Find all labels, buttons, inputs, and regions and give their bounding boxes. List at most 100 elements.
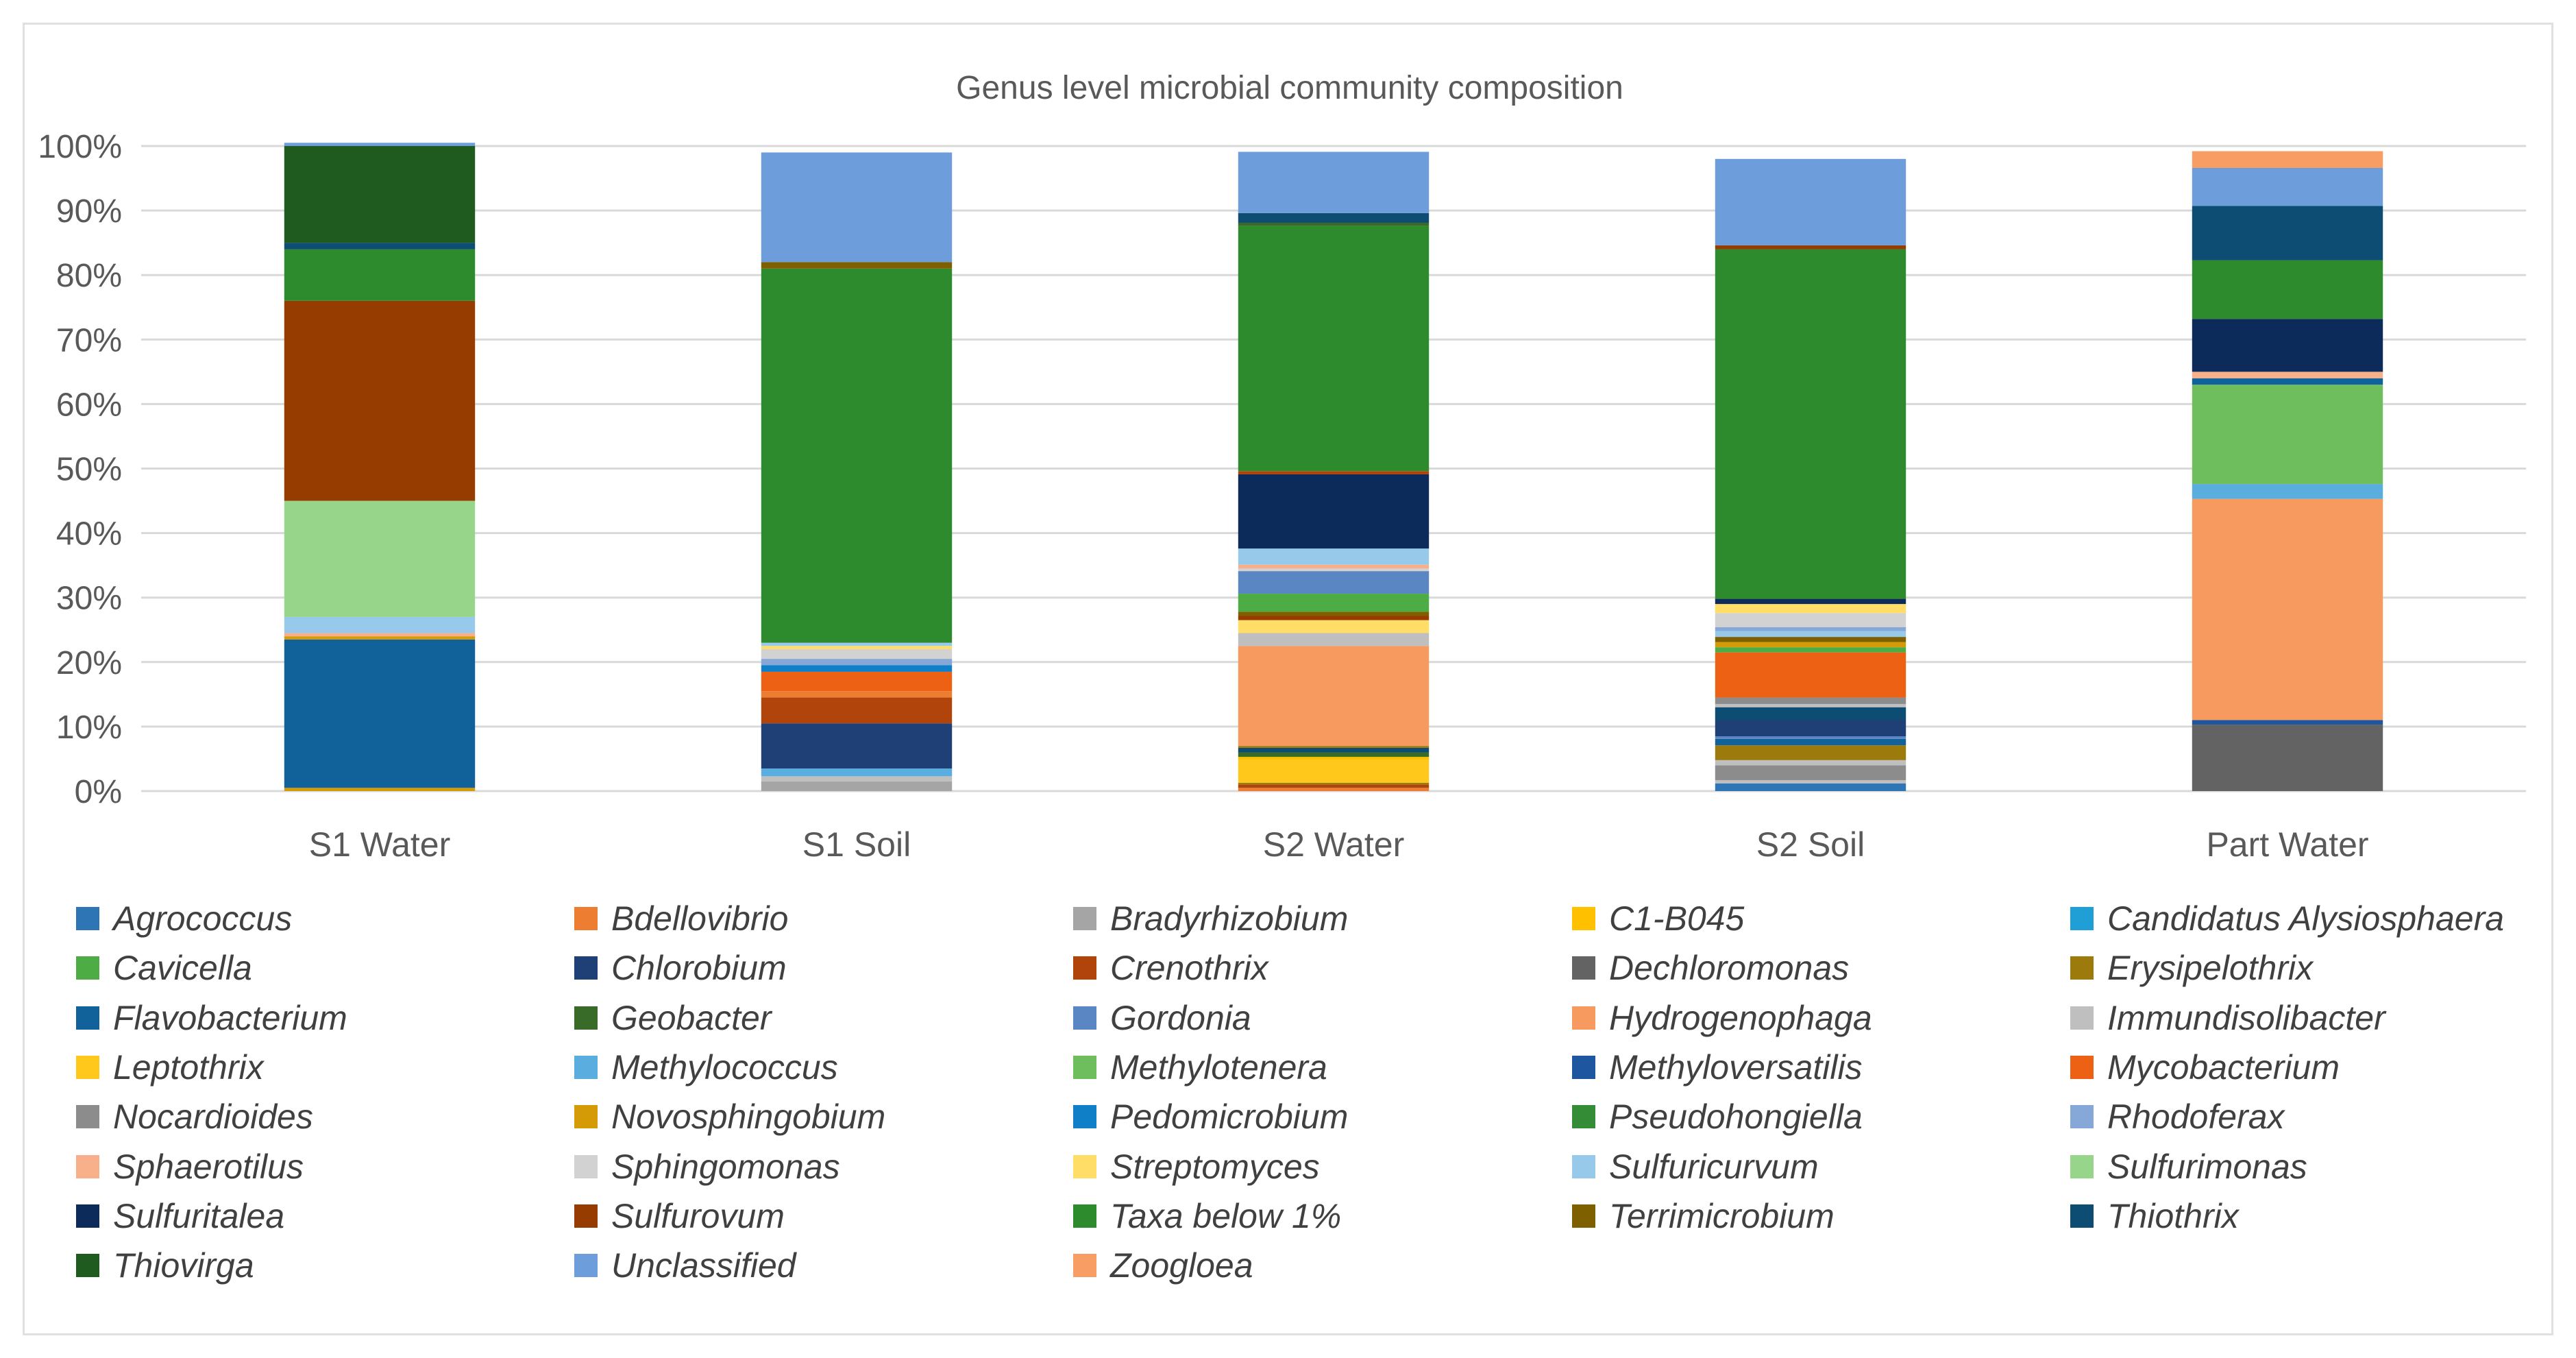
legend-swatch (1073, 907, 1096, 930)
legend-item: Pedomicrobium (1073, 1096, 1348, 1137)
bar-segment (761, 768, 953, 777)
bar-segment (1238, 747, 1430, 753)
legend-swatch (1572, 1154, 1595, 1178)
legend-swatch (76, 1105, 99, 1129)
legend-swatch (2070, 1204, 2094, 1228)
chart-frame: Genus level microbial community composit… (23, 23, 2553, 1335)
legend-swatch (76, 1204, 99, 1228)
legend-label: Pedomicrobium (1110, 1098, 1349, 1137)
legend-item: Hydrogenophaga (1572, 997, 1872, 1039)
bar-segment (2192, 498, 2383, 720)
bar-segment (1715, 738, 1906, 746)
legend-item: Bradyrhizobium (1073, 898, 1348, 939)
y-tick-label: 10% (56, 710, 122, 746)
bar-segment (1238, 471, 1430, 474)
legend-swatch (574, 956, 598, 980)
chart-title: Genus level microbial community composit… (956, 70, 1623, 106)
legend-item: Sulfuricurvum (1572, 1146, 1819, 1187)
bar-segment (2192, 167, 2383, 206)
legend-label: Dechloromonas (1609, 949, 1850, 988)
legend-label: Methylotenera (1110, 1047, 1327, 1087)
bar-stack (1238, 151, 1430, 791)
legend-label: Novosphingobium (611, 1098, 886, 1137)
legend-item: Flavobacterium (76, 997, 347, 1039)
bar-segment (761, 697, 953, 724)
bar-segment (1238, 564, 1430, 569)
bar-segment (1238, 620, 1430, 633)
y-tick-label: 80% (56, 258, 122, 294)
bar-segment (1715, 707, 1906, 720)
bar-segment (1238, 752, 1430, 757)
bar-segment (761, 723, 953, 769)
legend-item: Pseudohongiella (1572, 1096, 1863, 1137)
bar-segment (1238, 616, 1430, 620)
bar-segment (761, 659, 953, 666)
legend-swatch (2070, 956, 2094, 980)
legend-swatch (574, 1055, 598, 1079)
bar-segment (2192, 206, 2383, 260)
bar-segment (1715, 647, 1906, 653)
x-axis-ticks: S1 Water S1 Soil S2 Water S2 Soil Part Water (309, 825, 2369, 864)
legend-item: Zoogloea (1073, 1245, 1253, 1286)
legend-swatch (2070, 1006, 2094, 1030)
legend-item: Bdellovibrio (574, 898, 788, 939)
bar-segment (1715, 783, 1906, 791)
legend-swatch (574, 1254, 598, 1278)
bar-segment (2192, 385, 2383, 485)
bar-segment (284, 500, 476, 617)
bar-segment (1715, 631, 1906, 638)
legend-item: Agrococcus (76, 898, 292, 939)
legend-label: Mycobacterium (2107, 1047, 2340, 1087)
bar-segment (1715, 249, 1906, 599)
bar-segment (1238, 571, 1430, 594)
bar-stack (2192, 151, 2383, 791)
legend-label: Sulfurimonas (2107, 1147, 2307, 1186)
legend-label: Pseudohongiella (1609, 1098, 1863, 1137)
legend-swatch (574, 1006, 598, 1030)
legend-swatch (1073, 1105, 1096, 1129)
bar-segment (1715, 720, 1906, 737)
bar-segment (1238, 788, 1430, 791)
legend-swatch (1572, 1055, 1595, 1079)
legend-item: Leptothrix (76, 1047, 264, 1088)
bar-segment (2192, 484, 2383, 499)
legend-swatch (1572, 1204, 1595, 1228)
bar-segment (1238, 151, 1430, 213)
legend-label: Erysipelothrix (2107, 949, 2314, 988)
legend-item: Terrimicrobium (1572, 1196, 1835, 1237)
legend-swatch (2070, 1055, 2094, 1079)
legend-label: Sulfurovum (611, 1196, 785, 1235)
legend-label: Streptomyces (1110, 1147, 1320, 1186)
legend-item: Nocardioides (76, 1096, 313, 1137)
bar-segment (1238, 222, 1430, 226)
legend-label: Chlorobium (611, 949, 787, 988)
bar-segment (761, 781, 953, 791)
bar-stack (284, 143, 476, 791)
bar-segment (1715, 736, 1906, 739)
bar-segment (1238, 746, 1430, 748)
bar-segment (284, 143, 476, 146)
legend-label: Cavicella (113, 949, 252, 988)
legend-label: Nocardioides (113, 1098, 313, 1137)
legend-item: Unclassified (574, 1245, 796, 1286)
legend-swatch (76, 956, 99, 980)
legend-swatch (1572, 956, 1595, 980)
legend-swatch (574, 907, 598, 930)
bar-segment (284, 300, 476, 501)
legend-item: Dechloromonas (1572, 947, 1849, 989)
legend-swatch (1073, 1154, 1096, 1178)
y-tick-label: 20% (56, 645, 122, 681)
legend-label: Methyloversatilis (1609, 1047, 1863, 1087)
y-tick-label: 30% (56, 581, 122, 617)
legend-item: Methylococcus (574, 1047, 838, 1088)
bar-segment (1715, 598, 1906, 605)
bar-segment (1238, 594, 1430, 612)
x-tick-label: S2 Water (1263, 825, 1405, 864)
legend-label: Sphingomonas (611, 1147, 840, 1186)
bar-segment (284, 788, 476, 791)
y-tick-label: 60% (56, 387, 122, 423)
bar-segment (284, 633, 476, 637)
legend-swatch (1073, 1055, 1096, 1079)
bar-segment (761, 665, 953, 672)
bar-segment (1715, 703, 1906, 707)
